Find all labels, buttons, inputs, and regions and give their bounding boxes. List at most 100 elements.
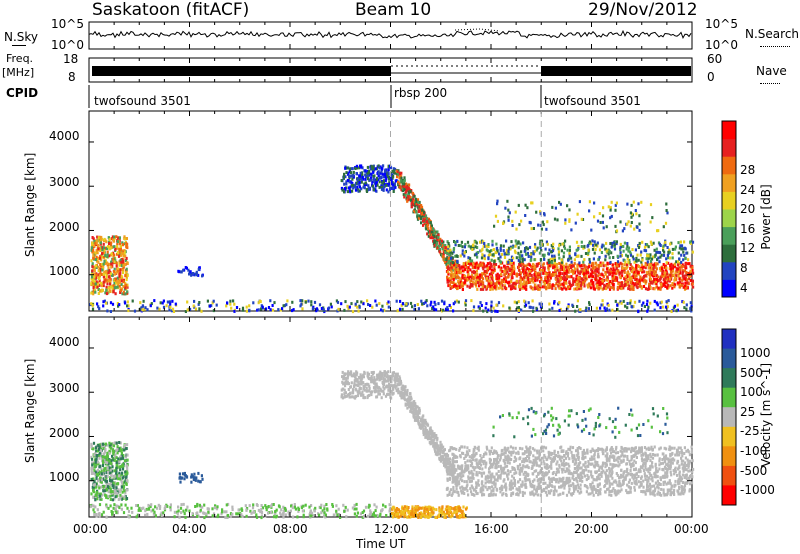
heatmap-cell (104, 254, 107, 257)
heatmap-cell (359, 387, 362, 390)
heatmap-cell (491, 239, 494, 243)
heatmap-cell (413, 208, 416, 212)
heatmap-cell (427, 230, 430, 234)
heatmap-cell (563, 276, 567, 280)
heatmap-cell (90, 259, 93, 263)
heatmap-cell (506, 281, 509, 285)
heatmap-cell (378, 166, 381, 170)
heatmap-cell (623, 277, 626, 281)
heatmap-cell (476, 246, 479, 249)
heatmap-cell (480, 304, 483, 307)
heatmap-cell (124, 301, 127, 305)
heatmap-cell (116, 491, 119, 495)
heatmap-cell (510, 259, 513, 262)
heatmap-cell (359, 171, 362, 175)
heatmap-cell (660, 253, 663, 257)
heatmap-cell (665, 257, 668, 261)
heatmap-cell (683, 306, 686, 310)
noise-sky-series (88, 29, 692, 39)
heatmap-cell (406, 406, 409, 410)
heatmap-cell (606, 270, 609, 274)
heatmap-cell (563, 286, 566, 290)
heatmap-cell (436, 436, 439, 440)
heatmap-cell (373, 389, 376, 393)
heatmap-cell (122, 257, 125, 261)
heatmap-cell (358, 166, 361, 170)
heatmap-cell (485, 264, 488, 268)
heatmap-cell (112, 452, 115, 456)
heatmap-cell (441, 244, 445, 248)
heatmap-cell (96, 235, 99, 239)
heatmap-cell (638, 282, 642, 286)
heatmap-cell (389, 375, 392, 378)
heatmap-cell (652, 241, 655, 245)
heatmap-cell (479, 240, 482, 244)
heatmap-cell (353, 372, 356, 376)
heatmap-cell (625, 247, 628, 251)
heatmap-cell (456, 264, 459, 268)
heatmap-cell (616, 307, 619, 311)
heatmap-cell (97, 236, 100, 240)
heatmap-cell (671, 461, 674, 465)
heatmap-cell (655, 247, 658, 251)
heatmap-cell (343, 388, 346, 392)
heatmap-cell (505, 260, 509, 264)
heatmap-cell (606, 261, 609, 265)
heatmap-cell (475, 269, 478, 273)
heatmap-cell (609, 208, 612, 212)
heatmap-cell (103, 452, 106, 456)
heatmap-cell (641, 240, 644, 244)
heatmap-cell (354, 302, 357, 306)
heatmap-cell (122, 487, 125, 491)
heatmap-cell (403, 390, 407, 394)
heatmap-cell (99, 272, 102, 276)
heatmap-cell (482, 281, 485, 285)
heatmap-cell (378, 386, 381, 390)
heatmap-cell (422, 418, 425, 422)
heatmap-cell (475, 261, 478, 265)
heatmap-cell (467, 259, 470, 263)
heatmap-cell (501, 278, 504, 282)
heatmap-cell (599, 280, 602, 284)
heatmap-cell (93, 469, 96, 473)
heatmap-cell (557, 252, 560, 256)
heatmap-cell (108, 459, 111, 463)
heatmap-cell (645, 243, 649, 247)
heatmap-cell (108, 269, 111, 273)
heatmap-cell (91, 269, 94, 273)
heatmap-cell (583, 244, 586, 248)
heatmap-cell (596, 267, 599, 271)
heatmap-cell (623, 263, 626, 267)
heatmap-cell (677, 263, 680, 267)
heatmap-cell (105, 274, 108, 278)
heatmap-cell (356, 300, 359, 304)
heatmap-cell (473, 253, 477, 257)
heatmap-cell (97, 444, 100, 447)
heatmap-cell (396, 389, 399, 393)
heatmap-cell (588, 242, 591, 246)
heatmap-cell (547, 258, 550, 262)
heatmap-cell (212, 309, 215, 313)
heatmap-cell (443, 300, 446, 304)
heatmap-cell (119, 287, 122, 291)
heatmap-cell (375, 395, 378, 399)
heatmap-cell (519, 264, 522, 267)
heatmap-cell (369, 176, 373, 180)
heatmap-cell (578, 308, 581, 312)
heatmap-cell (497, 257, 500, 261)
heatmap-cell (382, 188, 385, 192)
heatmap-cell (121, 292, 124, 296)
heatmap-cell (480, 256, 484, 260)
heatmap-cell (194, 307, 198, 311)
heatmap-cell (657, 250, 660, 254)
heatmap-cell (684, 262, 687, 266)
heatmap-cell (445, 249, 448, 253)
heatmap-cell (691, 250, 694, 254)
heatmap-cell (97, 473, 100, 477)
heatmap-cell (475, 265, 478, 269)
heatmap-cell (651, 274, 654, 278)
heatmap-cell (360, 165, 363, 169)
heatmap-cell (413, 418, 417, 422)
heatmap-cell (551, 249, 555, 253)
heatmap-cell (93, 465, 96, 469)
